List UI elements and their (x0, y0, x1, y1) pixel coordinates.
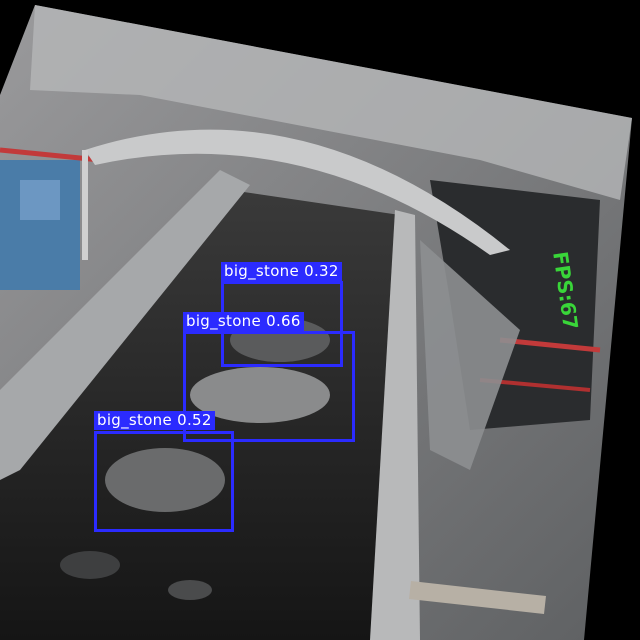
detection-label-3: big_stone 0.52 (94, 411, 215, 430)
detection-box-3 (94, 431, 234, 532)
ceiling (30, 5, 632, 200)
stone (105, 448, 225, 512)
belt-left-rail (0, 170, 250, 480)
stone (190, 367, 330, 423)
blue-machinery (0, 160, 80, 290)
detection-label-2: big_stone 0.66 (183, 312, 304, 331)
belt-hood (85, 129, 510, 255)
detection-label-1: big_stone 0.32 (221, 262, 342, 281)
stone (60, 551, 120, 579)
red-railing-right (499, 337, 601, 353)
belt-right-rail (370, 210, 420, 640)
steel-frame (420, 240, 520, 470)
detection-box-2 (183, 331, 355, 442)
support-beam (409, 581, 546, 614)
